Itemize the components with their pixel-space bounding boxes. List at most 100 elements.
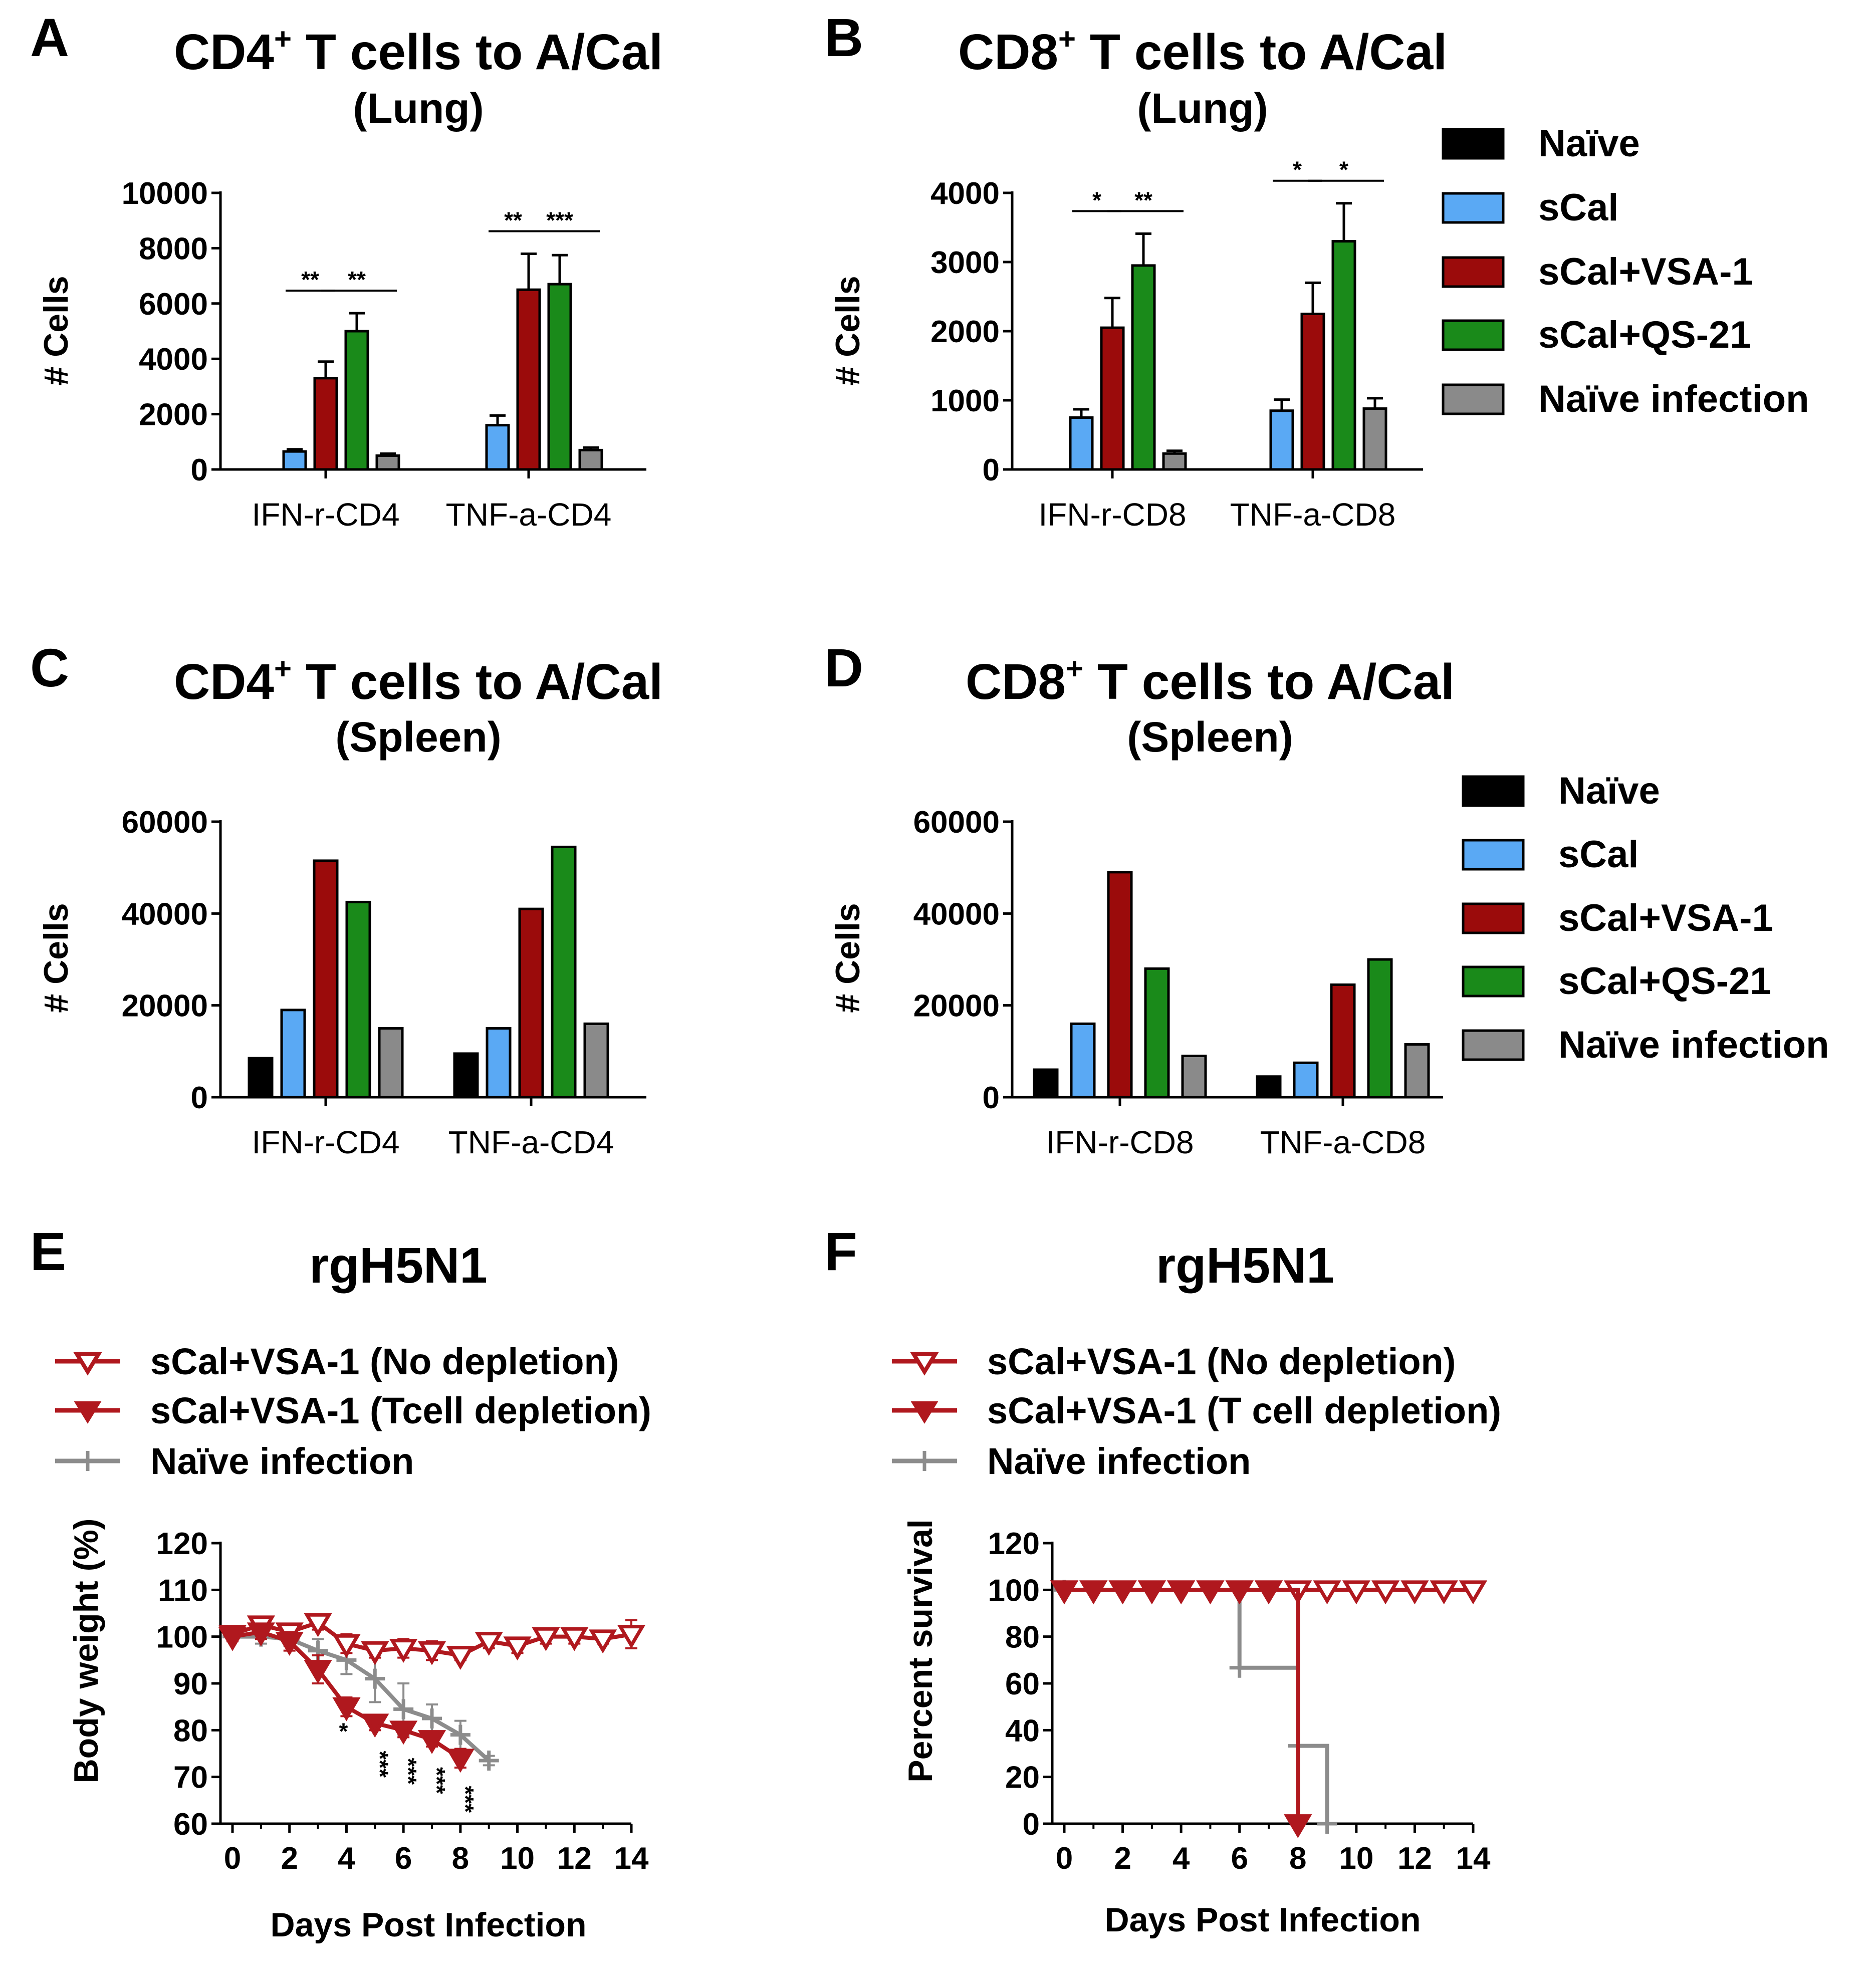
panel-c-ylabel: # Cells xyxy=(37,903,75,1013)
bar xyxy=(1131,264,1156,471)
bar xyxy=(1300,313,1325,471)
bar xyxy=(1362,407,1387,471)
legend-swatch-scal-qs21 xyxy=(1442,319,1505,351)
y-tick-label: 2000 xyxy=(139,398,208,432)
panel-b-subtitle: (Lung) xyxy=(1137,85,1268,132)
y-tick-label: 3000 xyxy=(930,245,1000,280)
y-tick-label: 20000 xyxy=(913,989,1000,1024)
y-tick-label: 1000 xyxy=(930,384,1000,418)
legend-lung: Naïve sCal sCal+VSA-1 sCal+QS-21 Naïve i… xyxy=(1442,122,1809,420)
data-point xyxy=(1400,1580,1429,1605)
x-tick-label: 14 xyxy=(1456,1841,1491,1876)
x-category-label: TNF-a-CD4 xyxy=(446,497,612,533)
legend-swatch-scal-qs21 xyxy=(1462,965,1525,998)
bar xyxy=(375,454,400,471)
x-tick-label: 14 xyxy=(614,1841,649,1876)
legend-swatch-naive-infection xyxy=(1442,383,1505,415)
legend-label-scal-vsa1: sCal+VSA-1 xyxy=(1538,251,1753,293)
significance-label: * xyxy=(1092,187,1101,213)
panel-a-title: CD4+ T cells to A/Cal xyxy=(174,22,663,80)
legend-label-naive: Naïve xyxy=(1558,770,1660,812)
bar xyxy=(551,845,577,1099)
panel-letter-a: A xyxy=(30,7,69,68)
x-tick-label: 10 xyxy=(1339,1841,1373,1876)
x-tick-label: 4 xyxy=(338,1841,355,1876)
bar xyxy=(1331,240,1356,471)
panel-f-ylabel: Percent survival xyxy=(901,1519,940,1782)
data-point xyxy=(1313,1580,1341,1605)
series-line xyxy=(1064,1588,1300,1824)
y-tick-label: 0 xyxy=(1023,1807,1040,1842)
y-tick-label: 40 xyxy=(1005,1713,1040,1748)
y-tick-label: 60000 xyxy=(122,805,208,840)
x-category-label: IFN-r-CD8 xyxy=(1038,497,1186,533)
y-tick-label: 0 xyxy=(983,453,1000,487)
panel-c-subtitle: (Spleen) xyxy=(335,713,501,761)
legend-swatch-naive-infection xyxy=(1462,1029,1525,1061)
bar xyxy=(1033,1068,1059,1099)
data-point xyxy=(1050,1580,1079,1605)
legend-f-label-tcell-depletion: sCal+VSA-1 (T cell depletion) xyxy=(987,1390,1501,1431)
data-point xyxy=(393,1699,414,1719)
panel-letter-d: D xyxy=(824,637,863,698)
legend-e-marker-no-depletion xyxy=(73,1352,103,1376)
data-point xyxy=(1284,1814,1312,1838)
x-category-label: IFN-r-CD4 xyxy=(252,1124,399,1160)
y-tick-label: 2000 xyxy=(930,315,1000,349)
bar xyxy=(486,1027,512,1099)
x-tick-label: 6 xyxy=(1231,1841,1248,1876)
bar xyxy=(344,330,369,471)
legend-f-marker-tcell-depletion xyxy=(910,1401,939,1424)
series-line xyxy=(1064,1588,1329,1824)
x-tick-label: 4 xyxy=(1172,1841,1190,1876)
significance-label: ** xyxy=(1134,187,1152,213)
x-category-label: IFN-r-CD8 xyxy=(1046,1124,1194,1160)
panel-d-ylabel: # Cells xyxy=(829,903,867,1013)
y-tick-label: 0 xyxy=(191,453,208,487)
legend-label-scal: sCal xyxy=(1558,833,1639,876)
legend-swatch-naive xyxy=(1442,128,1505,160)
x-tick-label: 6 xyxy=(395,1841,412,1876)
legend-label-naive-infection: Naïve infection xyxy=(1538,378,1809,420)
data-point xyxy=(304,1613,332,1637)
bar xyxy=(516,288,541,471)
data-point xyxy=(503,1636,532,1661)
y-tick-label: 60000 xyxy=(913,805,1000,840)
legend-f-marker-naive-infection xyxy=(914,1451,934,1471)
legend-spleen: Naïve sCal sCal+VSA-1 sCal+QS-21 Naïve i… xyxy=(1462,770,1829,1066)
legend-f-label-naive-infection: Naïve infection xyxy=(987,1440,1251,1482)
y-tick-label: 20000 xyxy=(122,989,208,1024)
data-point xyxy=(389,1639,418,1663)
legend-swatch-scal xyxy=(1442,192,1505,224)
bar xyxy=(1367,958,1393,1099)
panel-b-ylabel: # Cells xyxy=(829,276,867,385)
data-point xyxy=(1430,1580,1458,1605)
y-tick-label: 40000 xyxy=(913,897,1000,931)
x-tick-label: 2 xyxy=(281,1841,298,1876)
data-point xyxy=(1317,1814,1337,1834)
x-category-label: TNF-a-CD8 xyxy=(1260,1124,1426,1160)
bar xyxy=(547,283,572,471)
y-tick-label: 6000 xyxy=(139,287,208,322)
panel-e: E rgH5N1 sCal+VSA-1 (No depletion) sCal+… xyxy=(30,1221,651,1944)
data-point xyxy=(422,1708,442,1729)
significance-label: ** xyxy=(348,267,366,293)
bar xyxy=(1162,452,1187,471)
x-tick-label: 8 xyxy=(1289,1841,1306,1876)
bar xyxy=(485,424,510,471)
y-tick-label: 10000 xyxy=(122,176,208,211)
panel-f-plot: 0 20 40 60 80 100 120 0 2 4 6 8 10 12 14 xyxy=(988,1527,1491,1876)
legend-e: sCal+VSA-1 (No depletion) sCal+VSA-1 (Tc… xyxy=(55,1341,651,1482)
data-point xyxy=(417,1730,446,1754)
data-point xyxy=(275,1632,304,1656)
data-point xyxy=(1196,1580,1225,1605)
data-point xyxy=(1371,1580,1400,1605)
significance-label: * xyxy=(339,1718,348,1745)
data-point xyxy=(1167,1580,1196,1605)
y-tick-label: 8000 xyxy=(139,231,208,266)
data-point xyxy=(304,1660,332,1684)
data-point xyxy=(1254,1580,1283,1605)
legend-e-marker-tcell-depletion xyxy=(74,1401,102,1424)
